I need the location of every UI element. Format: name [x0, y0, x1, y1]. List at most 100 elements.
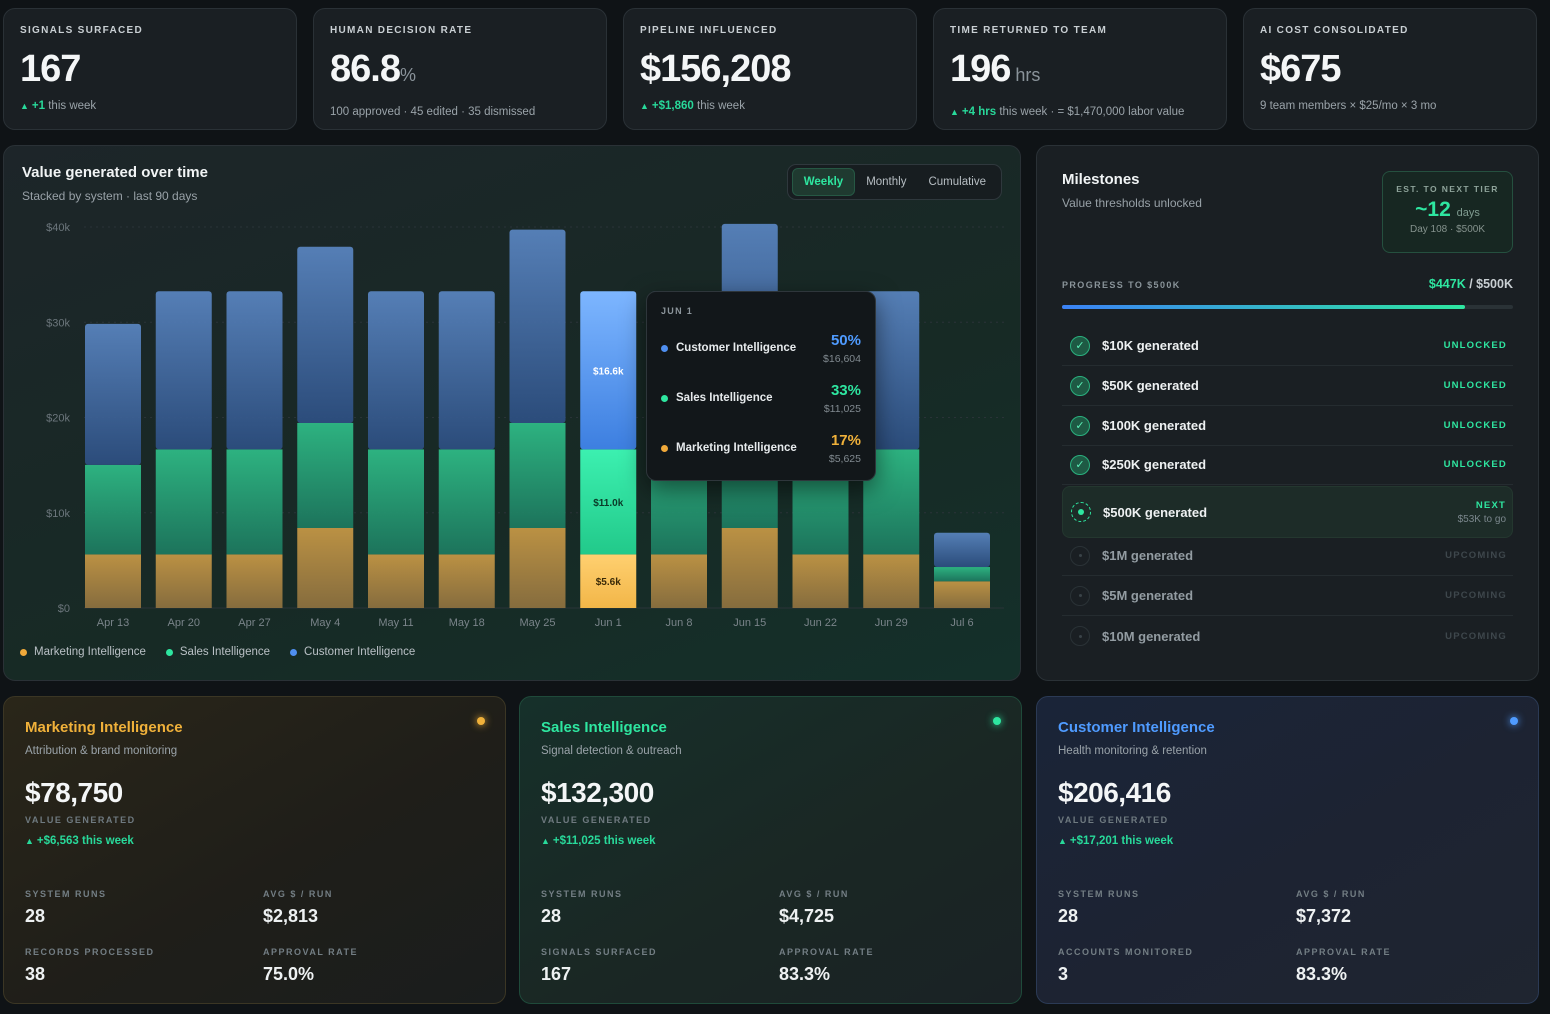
chart-tooltip: JUN 1 Customer Intelligence 50% $16,604 S…	[646, 291, 876, 481]
milestones-subtitle: Value thresholds unlocked	[1062, 196, 1202, 210]
kpi-value: 86.8%	[330, 48, 416, 90]
x-tick-label: May 11	[378, 617, 413, 629]
system-title: Marketing Intelligence	[25, 719, 183, 736]
pending-icon	[1070, 626, 1090, 646]
y-tick-label: $0	[58, 603, 70, 615]
bar-segment-sales[interactable]	[580, 449, 637, 555]
toggle-monthly[interactable]: Monthly	[866, 176, 907, 188]
x-tick-label: Apr 20	[168, 617, 200, 629]
y-tick-label: $30k	[46, 317, 70, 329]
bar-segment-marketing[interactable]	[509, 527, 566, 608]
value-over-time-panel: $0 $10k $20k $30k $40k Apr 13 Apr 20 Apr 27 May …	[3, 145, 1021, 681]
toggle-cumulative[interactable]: Cumulative	[928, 176, 986, 188]
bar-segment-customer[interactable]	[863, 291, 920, 450]
system-value: $132,300	[541, 777, 654, 808]
bar-segment-marketing[interactable]	[934, 581, 990, 608]
kpi-time-returned: TIME RETURNED TO TEAM 196 hrs ▲ +4 hrs th…	[933, 8, 1227, 130]
kpi-value: $675	[1260, 48, 1342, 90]
bar-segment-marketing[interactable]	[155, 554, 212, 608]
bar-segment-customer[interactable]	[509, 229, 566, 423]
bar-segment-customer[interactable]	[85, 323, 141, 465]
bar-segment-marketing[interactable]	[368, 554, 424, 608]
bar-segment-marketing[interactable]	[226, 554, 283, 608]
legend-item-marketing[interactable]: Marketing Intelligence	[20, 646, 146, 658]
kpi-label: TIME RETURNED TO TEAM	[950, 25, 1108, 36]
kpi-value: 196 hrs	[950, 48, 1041, 90]
milestones-panel: Milestones Value thresholds unlocked EST…	[1036, 145, 1539, 681]
system-subtitle: Attribution & brand monitoring	[25, 745, 178, 757]
x-tick-label: Jun 29	[875, 617, 908, 629]
bar-segment-marketing[interactable]	[792, 554, 849, 608]
system-stats: SYSTEM RUNS 28 AVG $ / RUN $2,813 RECORDS …	[25, 889, 359, 984]
system-subtitle: Signal detection & outreach	[541, 745, 682, 757]
progress-fill	[1062, 305, 1466, 309]
x-tick-label: Jun 1	[595, 617, 622, 629]
legend-dot	[20, 648, 27, 656]
y-tick-label: $40k	[46, 222, 70, 234]
bar-segment-sales[interactable]	[438, 449, 495, 555]
pending-icon	[1070, 585, 1090, 606]
bar-segment-customer[interactable]	[438, 291, 495, 450]
bar-segment-customer[interactable]	[580, 291, 637, 450]
legend-dot	[165, 648, 173, 656]
system-title: Sales Intelligence	[541, 719, 667, 736]
up-arrow-icon: ▲	[950, 107, 959, 117]
bar-segment-sales[interactable]	[297, 422, 354, 528]
x-tick-label: Jun 22	[804, 617, 837, 629]
bar-segment-sales[interactable]	[85, 464, 141, 555]
x-tick-label: May 25	[519, 617, 555, 629]
bar-segment-sales[interactable]	[509, 422, 566, 528]
milestone-10m: $10M generated UPCOMING	[1062, 616, 1513, 656]
bar-segment-sales[interactable]	[368, 449, 424, 555]
system-stats: SYSTEM RUNS 28 AVG $ / RUN $4,725 SIGNALS …	[541, 889, 875, 984]
legend-item-sales[interactable]: Sales Intelligence	[165, 646, 270, 658]
bar-segment-customer[interactable]	[155, 291, 212, 450]
y-tick-label: $10k	[46, 508, 70, 520]
bar-segment-sales[interactable]	[155, 449, 212, 555]
bar-segment-marketing[interactable]	[863, 554, 920, 608]
kpi-sub: 9 team members × $25/mo × 3 mo	[1260, 100, 1437, 112]
bar-segment-sales[interactable]	[226, 449, 283, 555]
timeframe-toggle: Weekly Monthly Cumulative	[786, 164, 1002, 200]
marketing-intelligence-card[interactable]: Marketing Intelligence Attribution & bra…	[3, 696, 506, 1004]
pending-icon	[1070, 545, 1090, 566]
chart-legend: Marketing Intelligence Sales Intelligenc…	[20, 646, 415, 658]
bar-segment-customer[interactable]	[368, 291, 424, 450]
legend-item-customer[interactable]: Customer Intelligence	[290, 646, 415, 658]
bar-segment-marketing[interactable]	[297, 527, 354, 608]
tooltip-date: JUN 1	[661, 306, 694, 316]
customer-intelligence-card[interactable]: Customer Intelligence Health monitoring …	[1036, 696, 1539, 1004]
system-value-label: VALUE GENERATED	[25, 815, 136, 825]
kpi-pipeline-influenced: PIPELINE INFLUENCED $156,208 ▲ +$1,860 th…	[623, 8, 917, 130]
milestone-500k: $500K generated NEXT $53K to go	[1062, 486, 1513, 538]
bar-segment-marketing[interactable]	[721, 527, 778, 608]
kpi-sub: ▲ +4 hrs this week · = $1,470,000 labor v…	[950, 106, 1185, 118]
chart-subtitle: Stacked by system · last 90 days	[22, 189, 198, 203]
kpi-label: HUMAN DECISION RATE	[330, 25, 473, 36]
bar-segment-customer[interactable]	[297, 246, 354, 423]
sales-intelligence-card[interactable]: Sales Intelligence Signal detection & ou…	[519, 696, 1022, 1004]
chart-title: Value generated over time	[22, 164, 208, 181]
milestone-100k: ✓ $100K generated UNLOCKED	[1062, 406, 1513, 446]
x-tick-label: Jul 6	[950, 617, 973, 629]
kpi-label: AI COST CONSOLIDATED	[1260, 25, 1409, 36]
toggle-weekly[interactable]: Weekly	[791, 168, 856, 196]
bar-segment-marketing[interactable]	[85, 554, 141, 608]
system-value-label: VALUE GENERATED	[1058, 815, 1169, 825]
kpi-value: 167	[20, 48, 81, 90]
check-icon: ✓	[1070, 415, 1090, 436]
bar-segment-marketing[interactable]	[580, 554, 637, 608]
milestone-250k: ✓ $250K generated UNLOCKED	[1062, 445, 1513, 485]
bar-segment-sales[interactable]	[934, 567, 990, 582]
bar-segment-customer[interactable]	[934, 532, 990, 568]
check-icon: ✓	[1070, 375, 1090, 396]
system-value: $78,750	[25, 777, 123, 808]
kpi-ai-cost: AI COST CONSOLIDATED $675 9 team members…	[1243, 8, 1537, 130]
kpi-signals-surfaced: SIGNALS SURFACED 167 ▲ +1 this week	[3, 8, 297, 130]
bar-segment-customer[interactable]	[226, 291, 283, 450]
tooltip-row-marketing: Marketing Intelligence 17% $5,625	[661, 428, 861, 468]
milestone-10k: ✓ $10K generated UNLOCKED	[1062, 326, 1513, 366]
milestones-title: Milestones	[1062, 171, 1140, 188]
bar-segment-marketing[interactable]	[651, 554, 707, 608]
bar-segment-marketing[interactable]	[438, 554, 495, 608]
